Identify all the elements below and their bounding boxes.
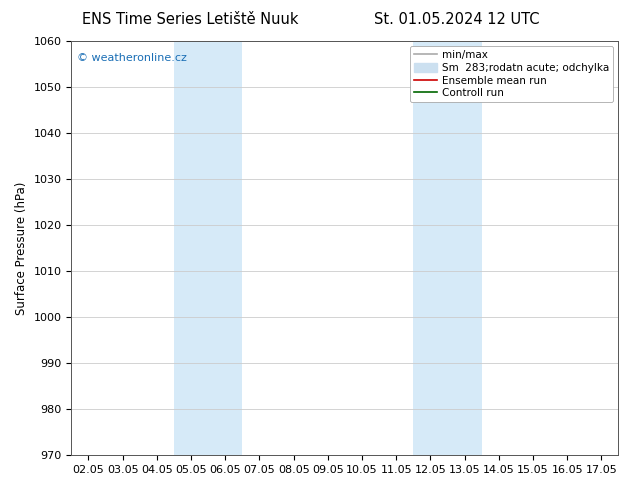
Text: © weatheronline.cz: © weatheronline.cz	[77, 53, 187, 64]
Text: St. 01.05.2024 12 UTC: St. 01.05.2024 12 UTC	[373, 12, 540, 27]
Bar	[413, 41, 482, 455]
Bar	[174, 41, 242, 455]
Y-axis label: Surface Pressure (hPa): Surface Pressure (hPa)	[15, 181, 28, 315]
Text: ENS Time Series Letiště Nuuk: ENS Time Series Letiště Nuuk	[82, 12, 299, 27]
Legend: min/max, Sm  283;rodatn acute; odchylka, Ensemble mean run, Controll run: min/max, Sm 283;rodatn acute; odchylka, …	[410, 46, 613, 102]
